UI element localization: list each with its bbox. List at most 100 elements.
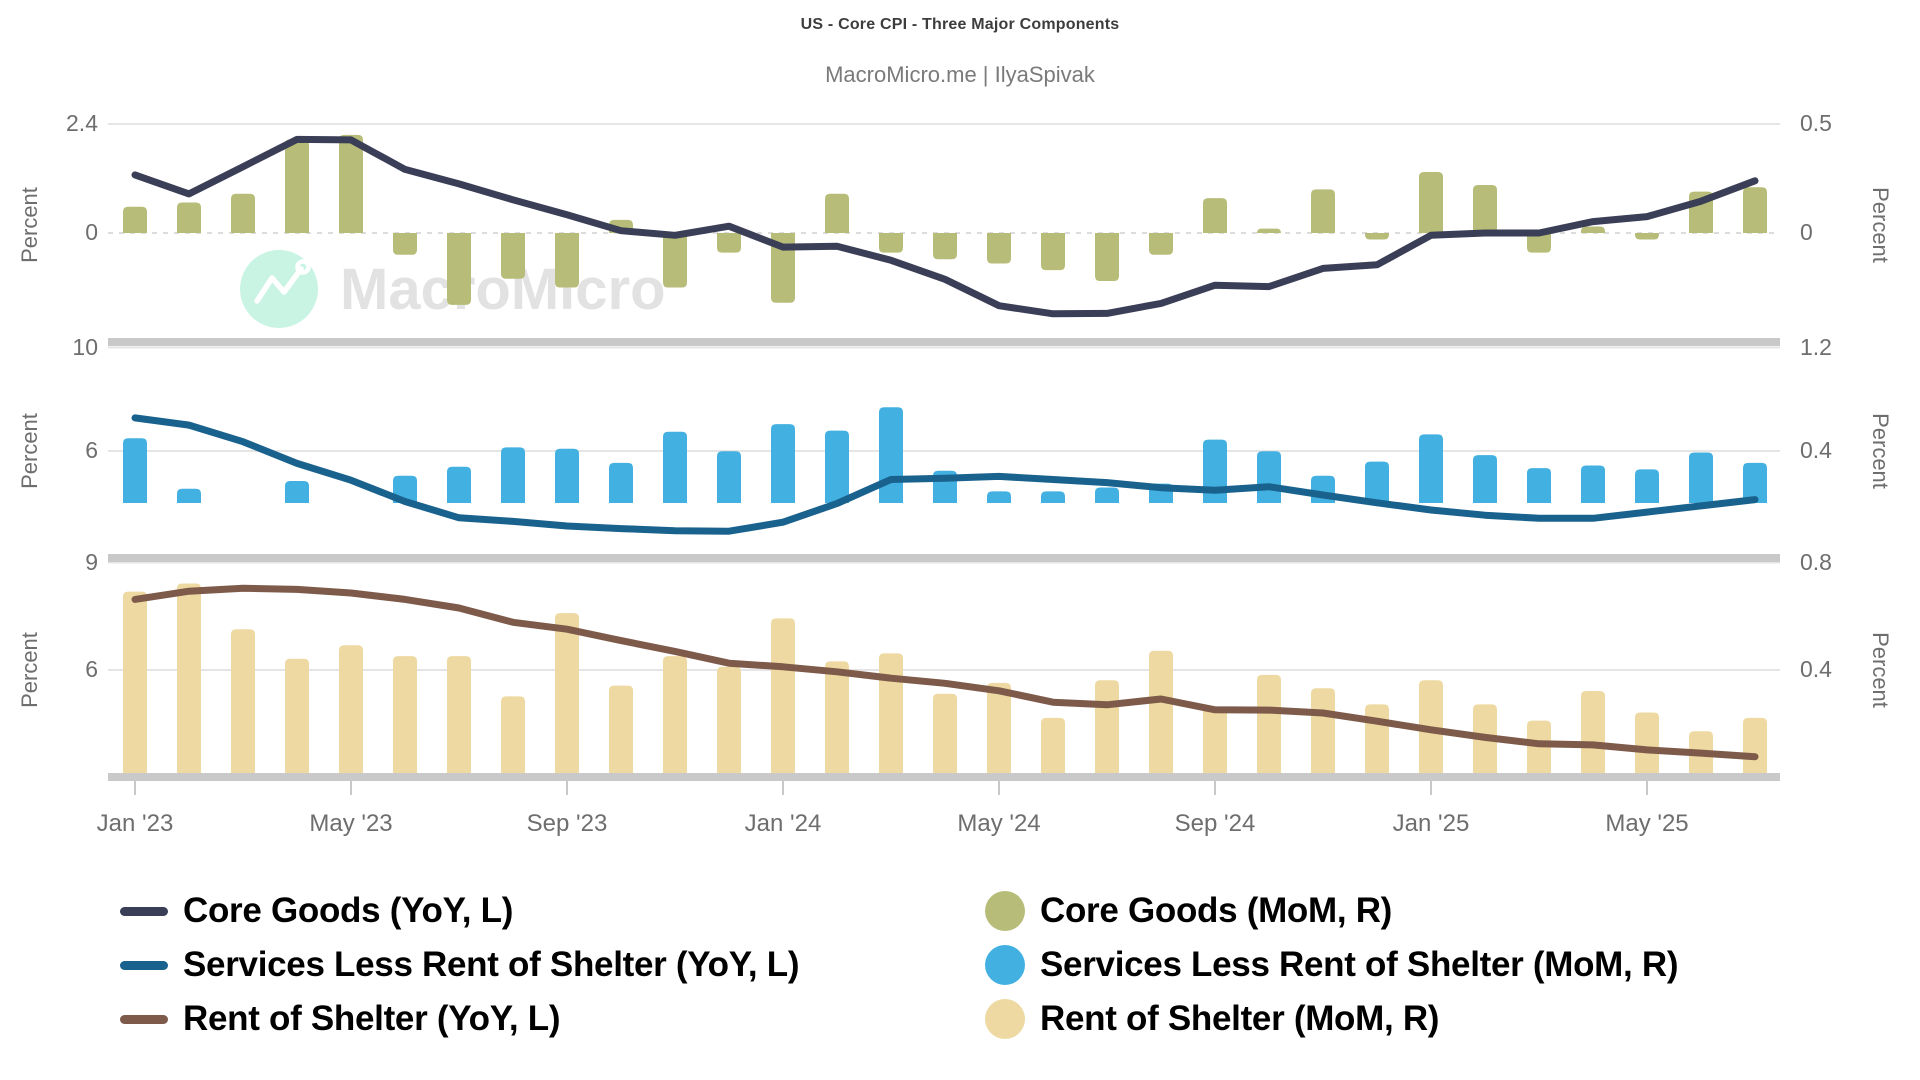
line-rent-of-shelter-yoy [131,584,1759,761]
bar-core-goods-mom [1581,226,1605,233]
bar-services-less-rent-of-shelter-mom [717,451,741,503]
bar-services-less-rent-of-shelter-mom [1473,455,1497,503]
bar-core-goods-mom [1257,228,1281,233]
bar-rent-of-shelter-mom [393,656,417,777]
bar-rent-of-shelter-mom [555,613,579,777]
bar-services-less-rent-of-shelter-mom [825,430,849,503]
y-axis-tick-left: 6 [85,656,98,682]
bar-services-less-rent-of-shelter-mom [1095,487,1119,503]
bar-services-less-rent-of-shelter-mom [1581,465,1605,503]
bar-rent-of-shelter-mom [987,682,1011,777]
bar-rent-of-shelter-mom [447,656,471,777]
bar-rent-of-shelter-mom [339,645,363,777]
legend-item-services-yoy[interactable]: Services Less Rent of Shelter (YoY, L) [120,938,800,992]
legend-label: Services Less Rent of Shelter (MoM, R) [1040,945,1679,984]
watermark-zigzag-icon [254,266,304,304]
bar-services-less-rent-of-shelter-mom [1527,468,1551,503]
circle-swatch-icon [985,945,1025,985]
bar-rent-of-shelter-mom [177,583,201,777]
bar-services-less-rent-of-shelter-mom [1041,491,1065,503]
x-axis-tick-label: May '23 [309,810,393,837]
bar-rent-of-shelter-mom [609,685,633,777]
y-axis-tick-right: 1.2 [1800,334,1832,360]
bar-rent-of-shelter-mom [771,618,795,777]
y-axis-tick-right: 0 [1800,219,1813,245]
bar-rent-of-shelter-mom [1095,680,1119,777]
legend-label: Rent of Shelter (YoY, L) [183,999,561,1038]
bar-rent-of-shelter-mom [1257,674,1281,777]
bar-core-goods-mom [1635,233,1659,240]
bar-services-less-rent-of-shelter-mom [1365,461,1389,503]
line-swatch-icon [120,1014,168,1024]
bar-core-goods-mom [933,233,957,260]
panel-separator [108,338,1780,346]
bar-services-less-rent-of-shelter-mom [1743,462,1767,503]
y-axis-title-left: Percent [17,632,42,708]
line-services-less-rent-of-shelter-yoy [131,414,1759,535]
chart-title: US - Core CPI - Three Major Components [800,16,1120,33]
bar-rent-of-shelter-mom [1365,704,1389,777]
legend-item-shelter-mom[interactable]: Rent of Shelter (MoM, R) [985,992,1678,1046]
bar-core-goods-mom [1419,172,1443,233]
bar-rent-of-shelter-mom [879,653,903,777]
chart-subtitle: MacroMicro.me | IlyaSpivak [825,62,1095,87]
bar-core-goods-mom [501,233,525,279]
bar-core-goods-mom [555,233,579,288]
bar-rent-of-shelter-mom [825,661,849,777]
bar-core-goods-mom [1473,185,1497,233]
bar-core-goods-mom [1311,189,1335,233]
line-swatch-icon [120,906,168,916]
bar-services-less-rent-of-shelter-mom [771,424,795,503]
legend-item-core-goods-yoy[interactable]: Core Goods (YoY, L) [120,884,799,938]
bar-core-goods-mom [1095,233,1119,281]
circle-swatch-icon [985,999,1025,1039]
bar-rent-of-shelter-mom [717,666,741,777]
y-axis-tick-right: 0.5 [1800,110,1832,136]
y-axis-tick-left: 0 [85,219,98,245]
y-axis-tick-left: 2.4 [66,110,98,136]
bar-services-less-rent-of-shelter-mom [609,462,633,503]
panel-separator [108,554,1780,562]
x-axis-tick-label: Sep '24 [1174,810,1256,837]
line-core-goods-yoy [131,135,1759,318]
bar-core-goods-mom [177,202,201,233]
bar-core-goods-mom [987,233,1011,264]
bar-core-goods-mom [717,233,741,253]
bar-core-goods-mom [1743,187,1767,233]
legend-column-mom: Core Goods (MoM, R) Services Less Rent o… [985,884,1679,1046]
x-axis-tick-label: Jan '23 [96,810,174,837]
legend-label: Core Goods (YoY, L) [183,891,514,930]
legend-item-core-goods-mom[interactable]: Core Goods (MoM, R) [985,884,1678,938]
bar-core-goods-mom [825,193,849,233]
legend-item-services-mom[interactable]: Services Less Rent of Shelter (MoM, R) [985,938,1679,992]
y-axis-title-right: Percent [1868,632,1893,708]
bar-services-less-rent-of-shelter-mom [663,431,687,503]
bar-services-less-rent-of-shelter-mom [1689,452,1713,503]
bar-rent-of-shelter-mom [1203,707,1227,777]
legend-item-shelter-yoy[interactable]: Rent of Shelter (YoY, L) [120,992,799,1046]
y-axis-tick-right: 0.8 [1800,549,1832,575]
bar-services-less-rent-of-shelter-mom [879,407,903,503]
bar-rent-of-shelter-mom [1527,720,1551,777]
bar-services-less-rent-of-shelter-mom [123,438,147,503]
bar-core-goods-mom [1203,198,1227,233]
bar-core-goods-mom [285,139,309,233]
bar-services-less-rent-of-shelter-mom [177,488,201,503]
bar-rent-of-shelter-mom [1311,688,1335,777]
bar-core-goods-mom [1365,233,1389,240]
x-axis-tick-label: May '25 [1605,810,1689,837]
x-axis-tick-label: Jan '24 [744,810,822,837]
y-axis-tick-left: 9 [85,549,98,575]
bar-rent-of-shelter-mom [1149,650,1173,777]
line-swatch-icon [120,960,168,970]
bar-rent-of-shelter-mom [933,693,957,777]
bar-core-goods-mom [1527,233,1551,253]
legend-label: Services Less Rent of Shelter (YoY, L) [183,945,800,984]
bar-rent-of-shelter-mom [501,696,525,777]
bar-core-goods-mom [447,233,471,305]
bar-rent-of-shelter-mom [285,658,309,777]
y-axis-tick-right: 0.4 [1800,437,1832,463]
bar-services-less-rent-of-shelter-mom [555,448,579,503]
